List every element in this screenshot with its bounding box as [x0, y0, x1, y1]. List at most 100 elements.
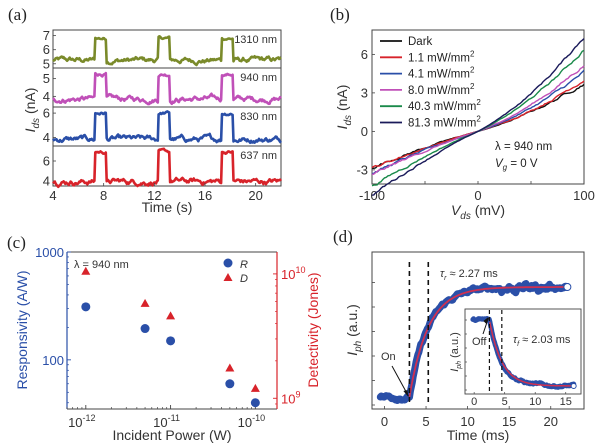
legend-label-R: R: [240, 259, 248, 271]
exponent: 10: [295, 265, 305, 275]
y-tick-label: -3: [356, 162, 368, 177]
subplot-1310-nm: 567 1310 nm: [43, 28, 282, 71]
x-tick-label: 0: [381, 414, 388, 429]
point-D: [250, 383, 260, 392]
vg-sub: g: [503, 163, 508, 172]
panel-a-ylabel: Ids (nA): [22, 88, 42, 133]
y-tick-label: 5: [43, 71, 50, 86]
y-tick-label: 4: [43, 89, 50, 104]
exponent: -12: [83, 413, 96, 423]
tau-rise-part: τ: [440, 268, 445, 280]
panel-a-ylabel-main: I: [22, 128, 38, 132]
superscript: 2: [476, 98, 481, 107]
tau-fall-part: f: [517, 341, 520, 348]
ylabel-part: I: [344, 352, 360, 356]
xlabel-part: V: [451, 202, 462, 218]
arrow-off: [482, 317, 489, 335]
inset-ylabel-part: ph: [456, 361, 463, 370]
x-tick-label: 0: [474, 188, 481, 203]
series-label: 637 nm: [240, 150, 277, 162]
point-D: [166, 311, 176, 320]
point-R: [250, 398, 260, 408]
vg-rest: = 0 V: [507, 158, 538, 170]
panel-d-xlabel: Time (ms): [447, 427, 509, 443]
inset-x-tick-label: 5: [502, 396, 508, 408]
panel-c-label: (c): [7, 233, 26, 252]
x-tick-label: 12: [147, 188, 161, 203]
y-tick-label: 4: [43, 174, 50, 189]
inset-ylabel-part: I: [449, 369, 461, 372]
trace-1310-nm: [52, 35, 282, 67]
x-tick-label: 15: [502, 414, 516, 429]
legend-marker-R: [223, 258, 233, 268]
y-tick-label: 6: [43, 106, 50, 121]
subplot-frame: [52, 145, 282, 187]
curve-5: [371, 38, 585, 196]
legend-label: 81.3 mW/mm2: [408, 115, 481, 130]
panel-a-xlabel: Time (s): [142, 199, 193, 215]
xlabel-part: (mV): [471, 202, 505, 218]
series-label: 940 nm: [240, 72, 277, 84]
series-label: 1310 nm: [234, 34, 277, 46]
panel-a-label: (a): [8, 5, 27, 24]
legend-marker-D: [223, 273, 233, 281]
x-tick-label: 10-12: [68, 413, 95, 430]
ylabel-part: (nA): [334, 85, 350, 115]
superscript: 2: [476, 115, 481, 124]
point-R: [166, 336, 176, 346]
fit-curve: [408, 286, 568, 397]
superscript: 2: [470, 49, 475, 58]
legend-label: Dark: [408, 36, 433, 48]
left-tick-label: 100: [42, 353, 64, 368]
x-tick-label: 8: [100, 188, 107, 203]
annotation-off: Off: [472, 336, 487, 348]
y-tick-label: 4: [43, 130, 50, 145]
x-tick-label: 20: [248, 188, 262, 203]
vg-main: V: [495, 158, 504, 170]
y-tick-label: 6: [43, 154, 50, 169]
x-tick-label: 20: [544, 414, 558, 429]
x-tick-label: -100: [359, 188, 385, 203]
y-tick-label: 6: [361, 47, 368, 62]
tau-rise-part: r: [444, 275, 447, 282]
annotation-tau-rise: τr ≈ 2.27 ms: [440, 268, 498, 282]
x-tick-label: 100: [573, 188, 595, 203]
subplot-637-nm: 4 6 637 nm: [43, 145, 283, 189]
trace-637-nm: [52, 147, 283, 189]
inset-end-marker: [570, 383, 577, 389]
panel-b-ylabel: Ids (nA): [334, 85, 354, 130]
subplot-940-nm: 4 5 940 nm: [43, 67, 282, 108]
legend-label: 4.1 mW/mm2: [408, 66, 475, 81]
right-tick-label: 109: [281, 389, 300, 406]
panel-b-label: (b): [330, 5, 350, 24]
panel-c-ylabel-left: Responsivity (A/W): [14, 270, 30, 389]
superscript: 2: [470, 82, 475, 91]
arrow-on-head: [403, 390, 409, 397]
annotation-wavelength: λ = 940 nm: [495, 141, 552, 153]
inset-ylabel-part: (a.u.): [449, 332, 461, 361]
annotation-tau-fall: τf ≈ 2.03 ms: [513, 334, 571, 348]
y-tick-label: 7: [43, 28, 50, 43]
panel-c-ylabel-right: Detectivity (Jones): [305, 272, 321, 387]
exponent: -11: [168, 413, 180, 423]
inset-x-tick-label: 0: [471, 396, 477, 408]
arrow-off-head: [483, 317, 489, 324]
x-tick-label: 5: [422, 414, 429, 429]
x-tick-label: 10: [460, 414, 474, 429]
tau-fall-part: τ: [513, 334, 518, 346]
x-tick-label: 10-10: [238, 413, 265, 430]
panel-c: (c) 100 1000 109 1010 10-12 10 -11 10-10 RDλ = 9…: [7, 233, 321, 443]
panel-d-ylabel: Iph (a.u.): [344, 304, 364, 356]
inset-x-tick-label: 15: [560, 396, 572, 408]
left-tick-label: 1000: [35, 245, 64, 260]
legend-label: 40.3 mW/mm2: [408, 98, 481, 113]
ylabel-part: ph: [353, 340, 364, 353]
panel-a-ylabel-sub: ds: [31, 118, 42, 129]
legend-label-D: D: [240, 273, 248, 285]
x-tick-label: 16: [198, 188, 212, 203]
ylabel-part: I: [334, 125, 350, 129]
inset-x-tick-label: 10: [529, 396, 541, 408]
